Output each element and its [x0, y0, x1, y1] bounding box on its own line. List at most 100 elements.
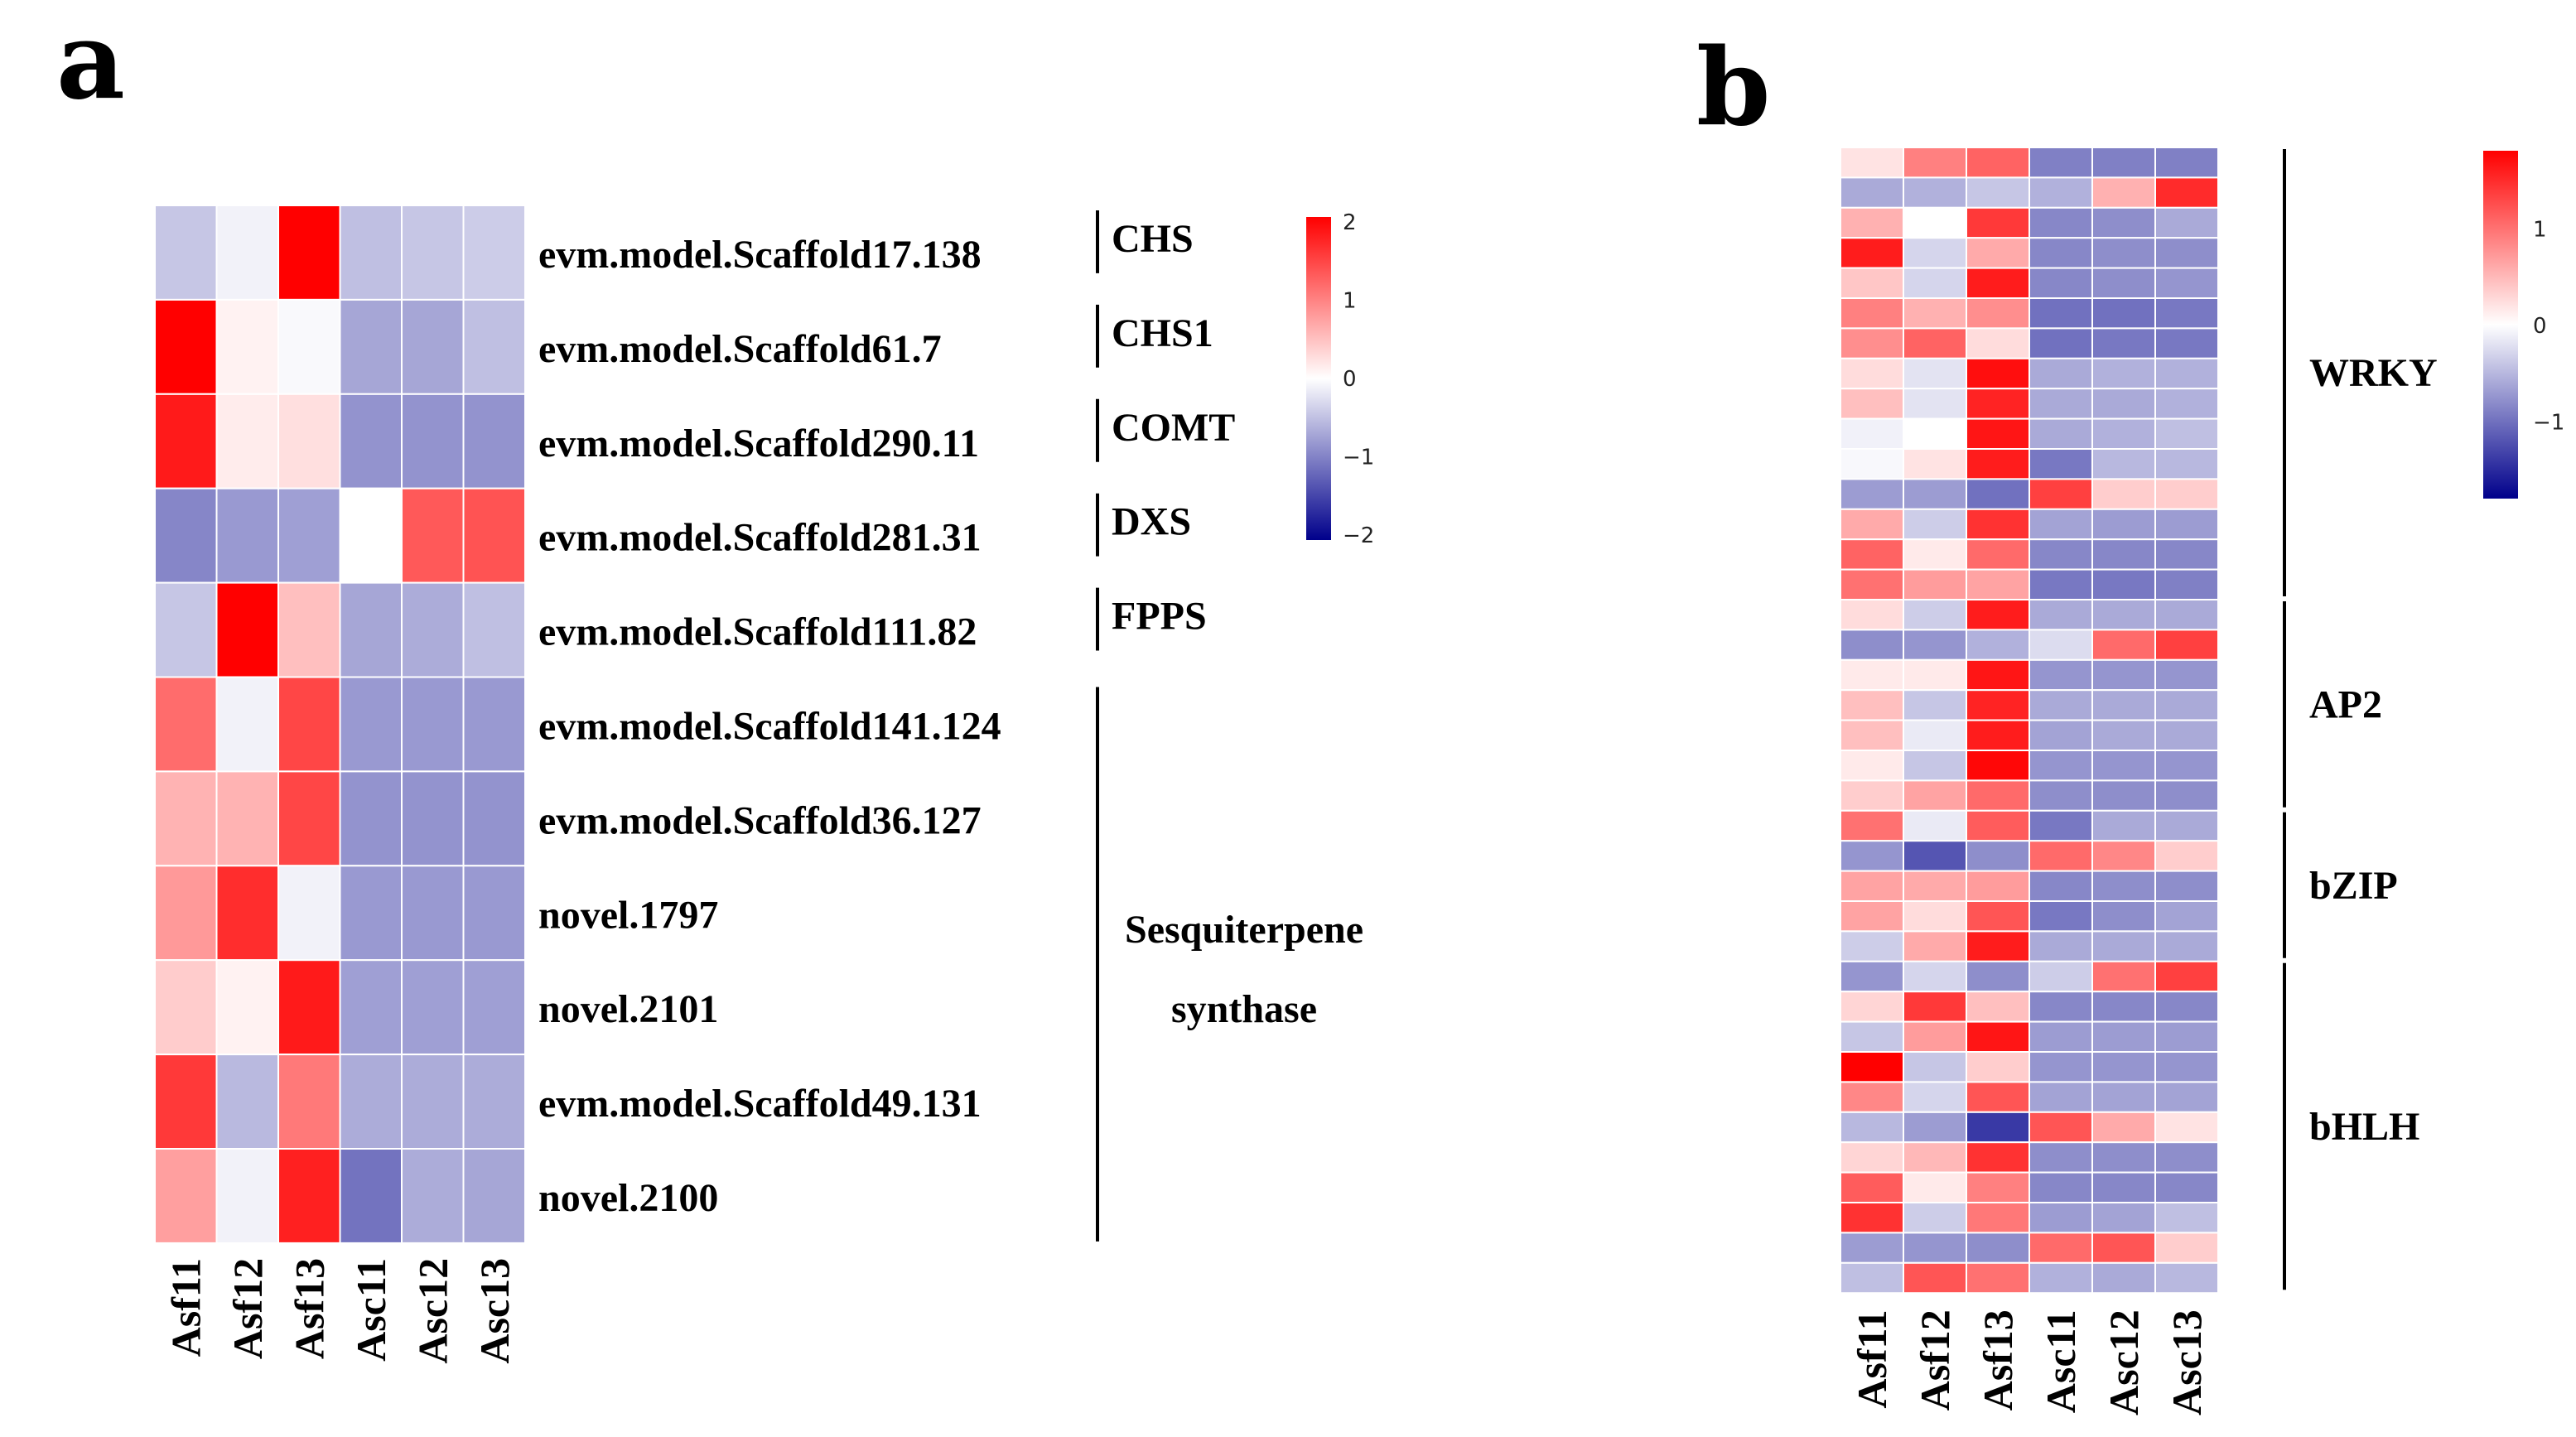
panel-b-letter: b	[1696, 26, 1771, 150]
heatmap-b-cell	[2028, 478, 2093, 510]
heatmap-b-cell	[2028, 357, 2093, 390]
heatmap-b-cell	[1903, 237, 1967, 269]
heatmap-a-cell	[154, 676, 218, 773]
heatmap-b-column-label: Asc11	[2038, 1309, 2084, 1413]
heatmap-b-cell	[2091, 388, 2156, 420]
heatmap-a-cell	[401, 393, 465, 489]
heatmap-b-cell	[1966, 538, 2030, 571]
heatmap-b-cell	[2091, 1081, 2156, 1113]
heatmap-a-column-label: Asf13	[286, 1258, 332, 1359]
heatmap-b-cell	[1903, 750, 1967, 782]
heatmap-a-cell	[215, 1054, 279, 1150]
heatmap-a-cell	[462, 393, 526, 489]
heatmap-b-cell	[1903, 147, 1967, 179]
heatmap-b-cell	[2028, 1202, 2093, 1234]
heatmap-b-cell	[2091, 689, 2156, 721]
heatmap-a-column-label: Asf11	[162, 1258, 209, 1357]
heatmap-b-cell	[2028, 991, 2093, 1023]
heatmap-b-cell	[2091, 568, 2156, 600]
heatmap-b-cell	[2091, 629, 2156, 661]
heatmap-b-cell	[2091, 147, 2156, 179]
heatmap-b-cell	[1840, 297, 1904, 330]
heatmap-a-cell	[215, 959, 279, 1056]
heatmap-a-cell	[401, 865, 465, 962]
heatmap-a-cell	[215, 865, 279, 962]
heatmap-b-cell	[2154, 960, 2219, 993]
heatmap-b-cell	[2091, 448, 2156, 480]
heatmap-a-group-label: synthase	[1171, 987, 1317, 1031]
heatmap-b-cell	[2154, 267, 2219, 300]
heatmap-b-cell	[2028, 417, 2093, 451]
heatmap-b-cell	[2028, 206, 2093, 239]
heatmap-b-cell	[2028, 297, 2093, 330]
heatmap-b-cell	[1966, 147, 2030, 179]
heatmap-b-cell	[1966, 930, 2030, 962]
heatmap-b-cell	[1840, 206, 1904, 239]
heatmap-b-cell	[2028, 1051, 2093, 1083]
heatmap-a-column-label: Asc12	[409, 1258, 456, 1364]
heatmap-b-cell	[2154, 448, 2219, 480]
heatmap-b-cell	[1903, 719, 1967, 751]
heatmap-a-cell	[277, 487, 341, 584]
heatmap-b-cell	[2028, 1020, 2093, 1053]
heatmap-b-cell	[1903, 478, 1967, 510]
heatmap-b-cell	[1840, 809, 1904, 842]
heatmap-a-cell	[462, 770, 526, 867]
heatmap-b-cell	[1840, 1081, 1904, 1113]
heatmap-b-cell	[1966, 1141, 2030, 1174]
heatmap-a-cell	[401, 676, 465, 773]
heatmap-b-cell	[1840, 176, 1904, 209]
heatmap-b-cell	[2154, 147, 2219, 179]
heatmap-b-cell	[1903, 267, 1967, 300]
heatmap-b-cell	[1840, 538, 1904, 571]
heatmap-b-cell	[2154, 719, 2219, 751]
heatmap-a-cell	[462, 298, 526, 395]
heatmap-a-column-label: Asc11	[348, 1258, 394, 1362]
heatmap-b-cell	[2091, 538, 2156, 571]
heatmap-a-cell	[154, 1054, 218, 1150]
heatmap-b-cell	[1966, 1051, 2030, 1083]
colorbar-a	[1306, 217, 1331, 540]
heatmap-b-cell	[2091, 267, 2156, 300]
heatmap-b-cell	[2091, 417, 2156, 451]
heatmap-b-cell	[2091, 779, 2156, 812]
heatmap-b-cell	[2154, 568, 2219, 600]
heatmap-b-cell	[2154, 1051, 2219, 1083]
heatmap-b-cell	[1840, 1020, 1904, 1053]
heatmap-b-cell	[2028, 599, 2093, 631]
heatmap-b-cell	[1966, 1081, 2030, 1113]
heatmap-a-cell	[339, 205, 403, 301]
heatmap-a-cell	[339, 487, 403, 584]
heatmap-b-cell	[2091, 1232, 2156, 1264]
heatmap-b-cell	[1840, 629, 1904, 661]
heatmap-b-cell	[2091, 1051, 2156, 1083]
heatmap-a-cell	[339, 298, 403, 395]
heatmap-b-cell	[1903, 779, 1967, 812]
heatmap-b-cell	[1966, 357, 2030, 390]
heatmap-b-cell	[1903, 327, 1967, 359]
heatmap-b-cell	[2091, 960, 2156, 993]
heatmap-a-cell	[277, 865, 341, 962]
heatmap-b-cell	[2154, 297, 2219, 330]
colorbar-b	[2483, 151, 2518, 499]
heatmap-b-cell	[1903, 1261, 1967, 1295]
heatmap-a-cell	[277, 393, 341, 489]
heatmap-b-cell	[1966, 508, 2030, 541]
colorbar-a-tick-label: 2	[1343, 210, 1357, 235]
heatmap-b-cell	[1903, 900, 1967, 933]
heatmap-b-cell	[1903, 538, 1967, 571]
heatmap-a-cell	[401, 487, 465, 584]
heatmap-a-cell	[401, 581, 465, 678]
heatmap-b-group-label: bZIP	[2309, 864, 2398, 908]
heatmap-a-cell	[215, 393, 279, 489]
heatmap-b-cell	[2028, 779, 2093, 812]
heatmap-a-cell	[154, 205, 218, 301]
heatmap-b-cell	[1966, 237, 2030, 269]
heatmap-a-group-label: Sesquiterpene	[1125, 908, 1363, 952]
heatmap-a-cell	[215, 1148, 279, 1244]
heatmap-b-cell	[1966, 1171, 2030, 1203]
heatmap-a-cell	[462, 205, 526, 301]
heatmap-b-cell	[2154, 357, 2219, 390]
heatmap-b-cell	[1903, 840, 1967, 872]
